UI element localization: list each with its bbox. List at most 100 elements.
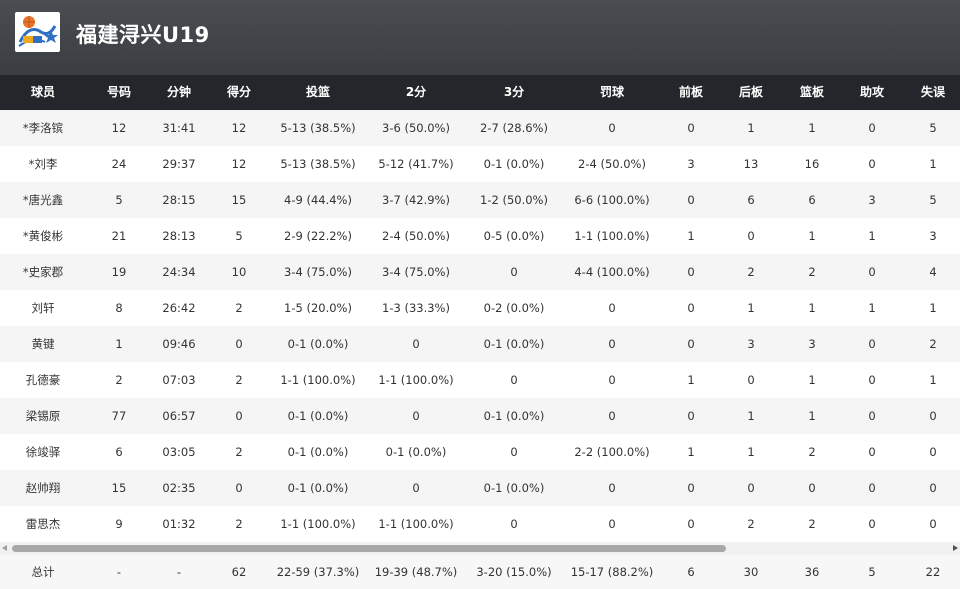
table-header: 球员 号码 分钟 得分 投篮 2分 3分 罚球 前板 后板 篮板 助攻 失误 — [0, 75, 960, 110]
cell-three-pointers: 0-1 (0.0%) — [483, 481, 545, 495]
cell-rebounds: 3 — [808, 337, 816, 351]
cell-number: 77 — [111, 409, 127, 423]
cell-field-goals: 2-9 (22.2%) — [284, 229, 352, 243]
cell-player-name[interactable]: 黄键 — [31, 337, 55, 351]
column-header-points[interactable]: 得分 — [226, 85, 251, 99]
cell-number: 9 — [115, 517, 123, 531]
cell-two-pointers: 1-3 (33.3%) — [382, 301, 450, 315]
cell-assists: 3 — [868, 193, 876, 207]
cell-three-pointers: 0 — [510, 373, 518, 387]
cell-number: 12 — [111, 121, 127, 135]
cell-assists: 1 — [868, 301, 876, 315]
cell-player-name[interactable]: *黄俊彬 — [22, 229, 64, 243]
cell-points: 12 — [231, 157, 247, 171]
column-header-turnovers[interactable]: 失误 — [920, 85, 945, 99]
cell-player-name[interactable]: 刘轩 — [31, 301, 55, 315]
cell-turnovers: 0 — [929, 445, 937, 459]
cell-two-pointers: 0 — [412, 481, 420, 495]
column-header-three-pointers[interactable]: 3分 — [503, 85, 525, 99]
column-header-assists[interactable]: 助攻 — [859, 85, 884, 99]
cell-three-pointers: 0-1 (0.0%) — [483, 157, 545, 171]
column-header-number[interactable]: 号码 — [106, 85, 131, 99]
cell-defensive-rebounds: 6 — [747, 193, 755, 207]
cell-three-pointers: 0-5 (0.0%) — [483, 229, 545, 243]
cell-defensive-rebounds: 2 — [747, 265, 755, 279]
cell-assists: 0 — [868, 337, 876, 351]
cell-three-pointers: 1-2 (50.0%) — [480, 193, 548, 207]
cell-offensive-rebounds: 0 — [687, 409, 695, 423]
cell-turnovers: 5 — [929, 121, 937, 135]
cell-player-name[interactable]: 赵帅翔 — [25, 481, 61, 495]
column-header-field-goals[interactable]: 投篮 — [305, 85, 330, 99]
totals-turnovers: 22 — [925, 565, 941, 579]
cell-three-pointers: 0-1 (0.0%) — [483, 337, 545, 351]
cell-player-name[interactable]: *唐光鑫 — [22, 193, 64, 207]
cell-minutes: 02:35 — [162, 481, 196, 495]
cell-player-name[interactable]: 徐竣驿 — [25, 445, 61, 459]
cell-minutes: 01:32 — [162, 517, 196, 531]
cell-offensive-rebounds: 0 — [687, 121, 695, 135]
cell-points: 0 — [235, 481, 243, 495]
cell-turnovers: 0 — [929, 481, 937, 495]
scroll-right-arrow-icon[interactable] — [953, 545, 958, 551]
cell-rebounds: 1 — [808, 409, 816, 423]
cell-defensive-rebounds: 2 — [747, 517, 755, 531]
cell-turnovers: 2 — [929, 337, 937, 351]
cell-number: 1 — [115, 337, 123, 351]
cell-player-name[interactable]: 梁锡原 — [25, 409, 61, 423]
cell-assists: 1 — [868, 229, 876, 243]
cell-minutes: 28:15 — [162, 193, 196, 207]
cell-points: 10 — [231, 265, 247, 279]
cell-three-pointers: 0 — [510, 517, 518, 531]
totals-defensive-rebounds: 30 — [743, 565, 759, 579]
cell-field-goals: 1-5 (20.0%) — [284, 301, 352, 315]
cell-rebounds: 1 — [808, 373, 816, 387]
cell-assists: 0 — [868, 409, 876, 423]
cell-player-name[interactable]: 孔德豪 — [25, 373, 61, 387]
scrollbar-thumb[interactable] — [12, 545, 726, 552]
cell-offensive-rebounds: 3 — [687, 157, 695, 171]
cell-rebounds: 2 — [808, 445, 816, 459]
column-header-player[interactable]: 球员 — [30, 85, 55, 99]
cell-rebounds: 1 — [808, 301, 816, 315]
cell-player-name[interactable]: *刘李 — [28, 157, 58, 171]
cell-free-throws: 2-2 (100.0%) — [574, 445, 650, 459]
totals-field-goals: 22-59 (37.3%) — [276, 565, 360, 579]
cell-field-goals: 1-1 (100.0%) — [280, 517, 356, 531]
cell-minutes: 07:03 — [162, 373, 196, 387]
cell-player-name[interactable]: *史家郡 — [22, 265, 64, 279]
column-header-offensive-rebounds[interactable]: 前板 — [678, 85, 703, 99]
cell-offensive-rebounds: 0 — [687, 265, 695, 279]
cell-free-throws: 1-1 (100.0%) — [574, 229, 650, 243]
cell-assists: 0 — [868, 445, 876, 459]
table-row: 黄键 1 09:46 0 0-1 (0.0%) 0 0-1 (0.0%) 0 0 3 3 0 2 — [0, 326, 960, 362]
scroll-left-arrow-icon[interactable] — [2, 545, 7, 551]
cell-minutes: 24:34 — [162, 265, 196, 279]
totals-points: 62 — [231, 565, 247, 579]
cell-free-throws: 0 — [608, 121, 616, 135]
cell-player-name[interactable]: 雷思杰 — [25, 517, 61, 531]
cell-assists: 0 — [868, 157, 876, 171]
column-header-rebounds[interactable]: 篮板 — [799, 85, 824, 99]
table-row: 孔德豪 2 07:03 2 1-1 (100.0%) 1-1 (100.0%) 0 0 1 0 1 0… — [0, 362, 960, 398]
cell-minutes: 06:57 — [162, 409, 196, 423]
column-header-defensive-rebounds[interactable]: 后板 — [738, 85, 763, 99]
table-row: *李洛镔 12 31:41 12 5-13 (38.5%) 3-6 (50.0%) 2-7 … — [0, 110, 960, 146]
cell-field-goals: 4-9 (44.4%) — [284, 193, 352, 207]
cell-offensive-rebounds: 0 — [687, 301, 695, 315]
cell-minutes: 28:13 — [162, 229, 196, 243]
cell-two-pointers: 3-6 (50.0%) — [382, 121, 450, 135]
column-header-free-throws[interactable]: 罚球 — [599, 85, 624, 99]
cell-rebounds: 6 — [808, 193, 816, 207]
cell-player-name[interactable]: *李洛镔 — [22, 121, 64, 135]
cell-rebounds: 16 — [804, 157, 820, 171]
cell-points: 0 — [235, 337, 243, 351]
column-header-minutes[interactable]: 分钟 — [166, 85, 191, 99]
cell-free-throws: 0 — [608, 337, 616, 351]
cell-two-pointers: 1-1 (100.0%) — [378, 373, 454, 387]
cell-turnovers: 4 — [929, 265, 937, 279]
totals-row: 总计 - - 62 22-59 (37.3%) 19-39 (48.7%) 3-… — [0, 555, 960, 589]
cell-defensive-rebounds: 1 — [747, 301, 755, 315]
horizontal-scrollbar[interactable] — [0, 542, 960, 555]
column-header-two-pointers[interactable]: 2分 — [405, 85, 427, 99]
